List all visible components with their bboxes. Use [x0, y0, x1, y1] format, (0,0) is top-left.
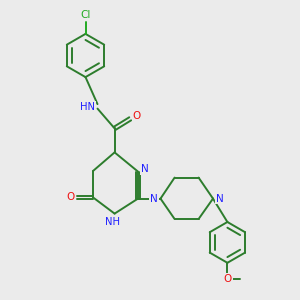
- Text: NH: NH: [105, 217, 120, 227]
- Text: O: O: [133, 111, 141, 121]
- Text: N: N: [150, 194, 158, 204]
- Text: Cl: Cl: [80, 10, 91, 20]
- Text: N: N: [141, 164, 149, 174]
- Text: O: O: [67, 192, 75, 203]
- Text: O: O: [224, 274, 232, 284]
- Text: N: N: [216, 194, 224, 204]
- Text: HN: HN: [80, 102, 95, 112]
